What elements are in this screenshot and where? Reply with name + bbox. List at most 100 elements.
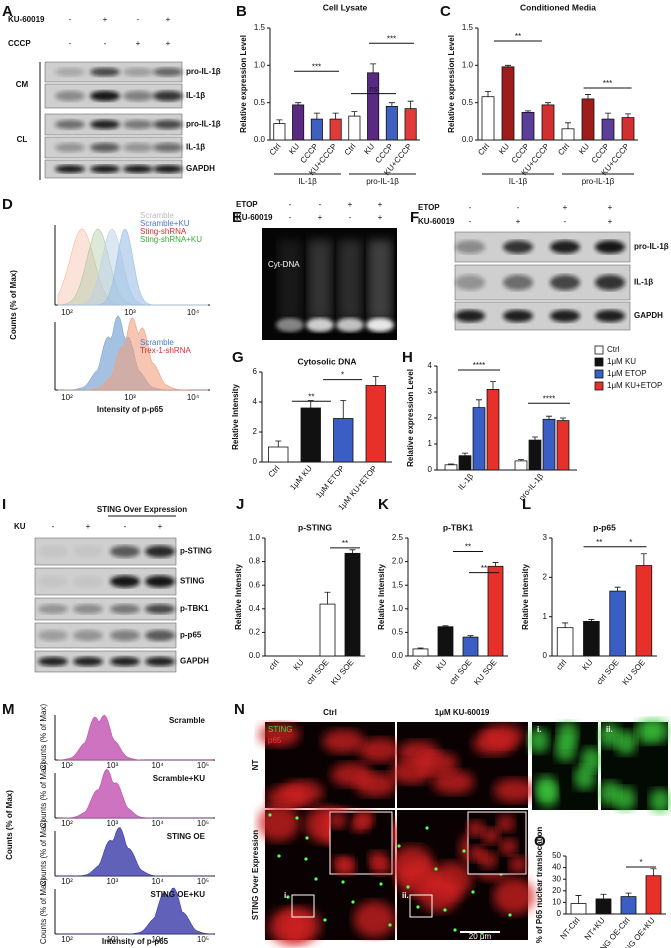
legend-label: 1μM KU+ETOP: [607, 381, 662, 390]
cell: [358, 738, 401, 763]
x-tick-label: ctrl SOE: [305, 658, 331, 687]
error-bar: [546, 415, 552, 420]
treatment-sign: +: [378, 213, 383, 222]
blot-band: [503, 274, 533, 291]
bar: [333, 418, 354, 463]
error-bar: [625, 892, 632, 897]
y-tick-label: 2: [543, 572, 548, 581]
sting-dot: [397, 844, 401, 848]
treatment-sign: -: [52, 522, 55, 531]
error-bar: [332, 112, 339, 120]
blot-band: [90, 90, 120, 102]
tick-label: 10²: [61, 761, 73, 770]
y-tick-label: 1: [543, 612, 548, 621]
bar: [472, 407, 486, 471]
bar: [412, 648, 429, 657]
tick-label: 10⁴: [151, 877, 164, 886]
significance: *: [629, 538, 632, 547]
y-axis-label: Relative Intensity: [521, 564, 530, 630]
error-bar: [351, 111, 358, 117]
blot-label: p-STING: [180, 547, 212, 556]
x-tick-label: Ctrl: [343, 142, 358, 157]
panel-letter: J: [236, 496, 244, 513]
blot-band: [595, 309, 625, 323]
bar: [561, 128, 575, 141]
scale-label: 20 μm: [469, 932, 492, 941]
x-tick-label: KU SOE: [621, 658, 647, 687]
y-tick-label: 1.5: [254, 23, 266, 32]
bar: [556, 627, 574, 657]
error-bar: [532, 436, 538, 441]
cell: [647, 718, 669, 744]
blot-band: [455, 240, 485, 254]
gel-band: [366, 318, 394, 332]
header: STING Over Expression: [97, 505, 187, 514]
blot-label: p-p65: [180, 631, 202, 640]
panel-letter: D: [2, 196, 13, 213]
error-bar: [505, 64, 511, 67]
x-tick-label: KU: [577, 142, 591, 156]
y-axis-label: Relative expression Level: [239, 35, 248, 133]
error-bar: [492, 562, 499, 567]
bar: [444, 464, 458, 471]
bar: [514, 460, 528, 471]
x-tick-label: ctrl SOE: [595, 658, 621, 687]
blot-band: [38, 545, 68, 558]
treatment-sign: -: [104, 39, 107, 48]
tick-label: 10²: [61, 393, 73, 402]
channel-label: p65: [268, 736, 282, 745]
tick-label: 10⁵: [197, 877, 209, 886]
legend-label: 1μM ETOP: [607, 369, 647, 378]
treatment-sign: +: [103, 15, 108, 24]
treatment-name: KU-60019: [236, 213, 273, 222]
error-bar: [370, 63, 377, 73]
blot-label: STING: [180, 577, 204, 586]
inset-label: ii.: [402, 891, 409, 900]
blot-band: [123, 67, 153, 77]
blot-band: [153, 142, 183, 153]
panel-letter: I: [2, 496, 6, 513]
y-tick-label: 0.0: [462, 135, 474, 144]
blot-band: [550, 274, 580, 291]
blot-label: IL-1β: [186, 91, 205, 100]
small-y-label: Counts (% of Max): [39, 878, 48, 945]
x-tick-label: Ctrl: [268, 142, 283, 157]
blot-band: [145, 630, 175, 641]
treatment-sign: +: [136, 39, 141, 48]
blot-band: [153, 90, 183, 102]
x-tick-label: Ctrl: [556, 142, 571, 157]
treatment-name: CCCP: [8, 39, 31, 48]
legend-label: Scramble+KU: [140, 219, 190, 228]
tick-label: 10⁵: [197, 761, 209, 770]
histogram: [57, 714, 213, 761]
sting-dot: [286, 895, 290, 899]
treatment-sign: -: [69, 39, 72, 48]
legend-swatch: [594, 369, 604, 379]
cell: [466, 820, 485, 838]
error-bar: [442, 625, 449, 627]
cell: [580, 747, 602, 773]
sting-dot: [268, 813, 272, 817]
y-tick-label: 0.5: [392, 628, 404, 637]
group-label: pro-IL-1β: [366, 177, 399, 186]
bar: [348, 115, 361, 141]
small-y-label: Counts (% of Max): [39, 762, 48, 829]
error-bar: [525, 110, 531, 113]
sting-dot: [305, 836, 309, 840]
x-tick-label: KU: [292, 658, 306, 672]
error-bar: [349, 549, 356, 554]
blot-band: [90, 67, 120, 77]
legend-swatch: [594, 381, 604, 391]
y-tick-label: 0.0: [392, 651, 404, 660]
bar: [404, 108, 417, 141]
treatment-sign: +: [563, 203, 568, 212]
y-tick-label: 0.2: [249, 628, 261, 637]
tick-label: 10²: [61, 877, 73, 886]
bar: [620, 896, 637, 915]
error-bar: [518, 459, 524, 461]
gel-band: [336, 318, 364, 332]
channel-label: STING: [268, 725, 292, 734]
sample-label: Scramble: [169, 716, 206, 725]
cell: [528, 728, 550, 753]
y-tick-label: 0: [253, 457, 258, 466]
